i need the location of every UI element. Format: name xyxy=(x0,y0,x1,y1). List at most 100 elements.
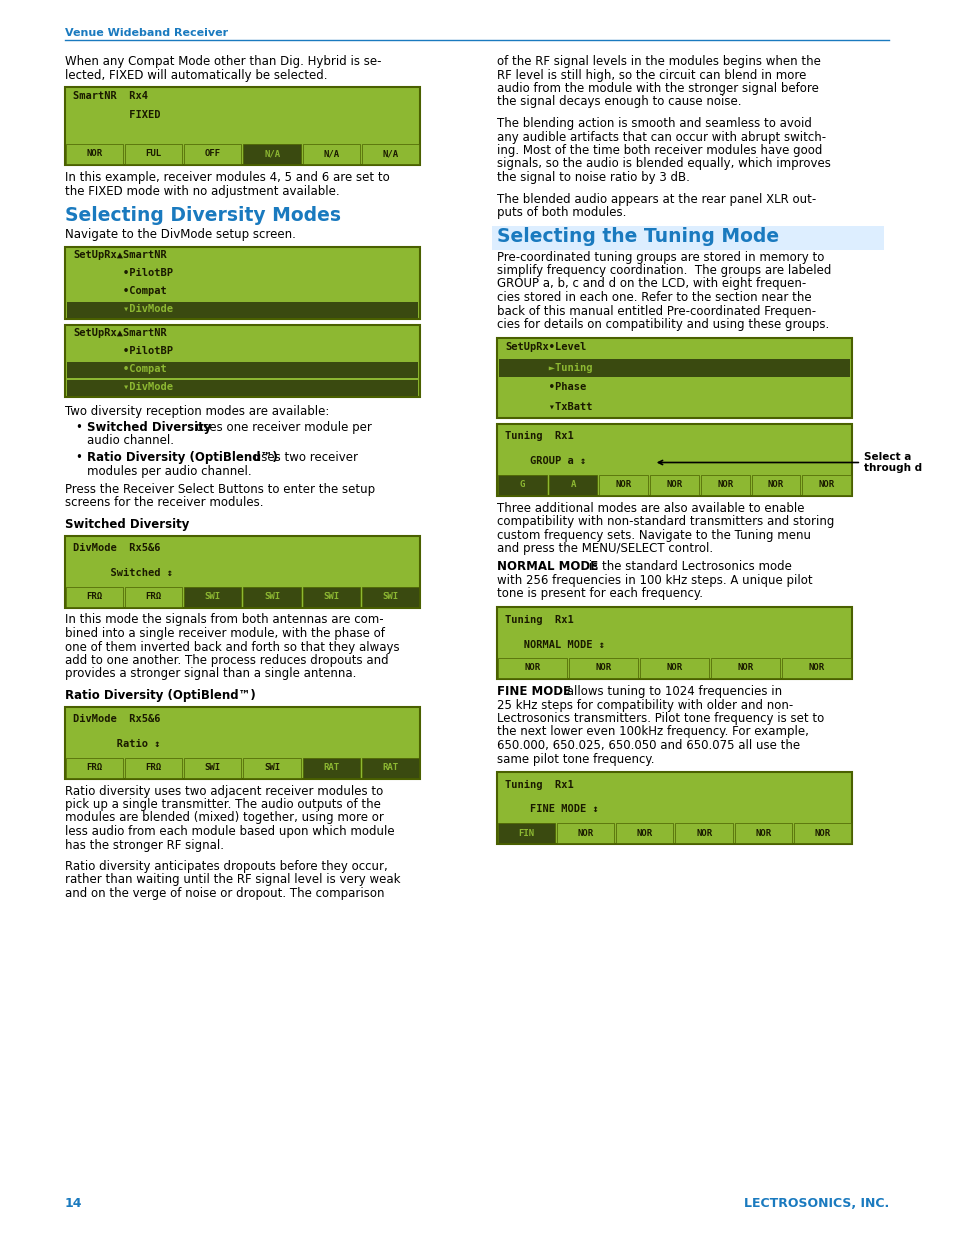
Text: The blended audio appears at the rear panel XLR out-: The blended audio appears at the rear pa… xyxy=(497,193,816,205)
Text: NORMAL MODE ↕: NORMAL MODE ↕ xyxy=(504,640,604,650)
Bar xyxy=(361,757,418,778)
Text: DivMode  Rx5&6: DivMode Rx5&6 xyxy=(73,714,160,724)
Text: and press the MENU/SELECT control.: and press the MENU/SELECT control. xyxy=(497,542,713,555)
Text: provides a stronger signal than a single antenna.: provides a stronger signal than a single… xyxy=(65,667,356,680)
Text: tone is present for each frequency.: tone is present for each frequency. xyxy=(497,588,702,600)
Text: SWI: SWI xyxy=(264,592,280,601)
Text: less audio from each module based upon which module: less audio from each module based upon w… xyxy=(65,825,395,839)
Text: simplify frequency coordination.  The groups are labeled: simplify frequency coordination. The gro… xyxy=(497,264,830,277)
Text: NOR: NOR xyxy=(637,829,652,837)
Text: cies for details on compatibility and using these groups.: cies for details on compatibility and us… xyxy=(497,317,828,331)
Text: •: • xyxy=(75,421,82,433)
Text: SmartNR  Rx4: SmartNR Rx4 xyxy=(73,91,148,101)
Text: 650.000, 650.025, 650.050 and 650.075 all use the: 650.000, 650.025, 650.050 and 650.075 al… xyxy=(497,739,800,752)
Text: NOR: NOR xyxy=(818,480,834,489)
Bar xyxy=(498,358,849,377)
Bar xyxy=(66,587,123,606)
Text: In this mode the signals from both antennas are com-: In this mode the signals from both anten… xyxy=(65,614,383,626)
Text: custom frequency sets. Navigate to the Tuning menu: custom frequency sets. Navigate to the T… xyxy=(497,529,810,541)
Text: RF level is still high, so the circuit can blend in more: RF level is still high, so the circuit c… xyxy=(497,68,805,82)
Text: SetUpRx•Level: SetUpRx•Level xyxy=(504,342,586,352)
Text: FRΩ: FRΩ xyxy=(146,763,162,772)
Text: N/A: N/A xyxy=(264,149,280,158)
Text: Ratio Diversity (OptiBlend™): Ratio Diversity (OptiBlend™) xyxy=(65,689,255,701)
Text: •Phase: •Phase xyxy=(504,383,586,393)
Text: FRΩ: FRΩ xyxy=(87,592,103,601)
Bar xyxy=(66,144,123,164)
Text: NOR: NOR xyxy=(807,663,823,673)
Text: When any Compat Mode other than Dig. Hybrid is se-: When any Compat Mode other than Dig. Hyb… xyxy=(65,56,381,68)
Text: uses two receiver: uses two receiver xyxy=(250,451,357,464)
Text: the FIXED mode with no adjustment available.: the FIXED mode with no adjustment availa… xyxy=(65,184,339,198)
Text: screens for the receiver modules.: screens for the receiver modules. xyxy=(65,496,263,510)
Text: Selecting Diversity Modes: Selecting Diversity Modes xyxy=(65,206,340,225)
Bar xyxy=(184,757,241,778)
Bar xyxy=(675,823,732,844)
Bar xyxy=(497,424,851,495)
Text: Venue Wideband Receiver: Venue Wideband Receiver xyxy=(65,28,228,38)
Text: SWI: SWI xyxy=(205,763,221,772)
Text: FRΩ: FRΩ xyxy=(146,592,162,601)
Bar xyxy=(497,658,566,678)
Text: ▾TxBatt: ▾TxBatt xyxy=(504,403,592,412)
Bar xyxy=(751,474,800,494)
Text: A: A xyxy=(570,480,576,489)
Text: audio from the module with the stronger signal before: audio from the module with the stronger … xyxy=(497,82,818,95)
Text: NOR: NOR xyxy=(737,663,753,673)
Bar xyxy=(793,823,850,844)
Text: one of them inverted back and forth so that they always: one of them inverted back and forth so t… xyxy=(65,641,399,653)
Text: Tuning  Rx1: Tuning Rx1 xyxy=(504,431,573,441)
Text: add to one another. The process reduces dropouts and: add to one another. The process reduces … xyxy=(65,655,388,667)
Text: FINE MODE ↕: FINE MODE ↕ xyxy=(504,804,598,815)
Text: NOR: NOR xyxy=(767,480,783,489)
Bar xyxy=(125,144,182,164)
Bar xyxy=(616,823,673,844)
Text: 25 kHz steps for compatibility with older and non-: 25 kHz steps for compatibility with olde… xyxy=(497,699,792,711)
Bar xyxy=(801,474,850,494)
Bar xyxy=(548,474,597,494)
Bar xyxy=(557,823,614,844)
Text: NOR: NOR xyxy=(666,480,681,489)
Bar xyxy=(67,362,417,378)
Bar xyxy=(734,823,791,844)
Bar xyxy=(497,606,851,679)
Text: FIXED: FIXED xyxy=(73,110,160,120)
Text: •PilotBP: •PilotBP xyxy=(73,347,172,357)
Text: DivMode  Rx5&6: DivMode Rx5&6 xyxy=(73,543,160,553)
Bar xyxy=(243,757,300,778)
Bar xyxy=(243,144,300,164)
Bar xyxy=(65,325,419,396)
Bar xyxy=(361,144,418,164)
Bar xyxy=(302,144,359,164)
Text: Press the Receiver Select Buttons to enter the setup: Press the Receiver Select Buttons to ent… xyxy=(65,483,375,496)
Text: ►Tuning: ►Tuning xyxy=(504,363,592,373)
Bar xyxy=(184,587,241,606)
Text: Select a
through d: Select a through d xyxy=(658,452,922,473)
Text: NOR: NOR xyxy=(524,663,540,673)
Bar xyxy=(65,86,419,165)
Bar xyxy=(65,247,419,319)
Text: FUL: FUL xyxy=(146,149,162,158)
Text: Three additional modes are also available to enable: Three additional modes are also availabl… xyxy=(497,501,803,515)
Bar xyxy=(497,823,555,844)
Text: SWI: SWI xyxy=(382,592,398,601)
Text: NOR: NOR xyxy=(615,480,631,489)
Text: ing. Most of the time both receiver modules have good: ing. Most of the time both receiver modu… xyxy=(497,144,821,157)
Text: FRΩ: FRΩ xyxy=(87,763,103,772)
Text: Ratio diversity uses two adjacent receiver modules to: Ratio diversity uses two adjacent receiv… xyxy=(65,784,383,798)
Text: rather than waiting until the RF signal level is very weak: rather than waiting until the RF signal … xyxy=(65,873,400,887)
Bar xyxy=(639,658,708,678)
Text: puts of both modules.: puts of both modules. xyxy=(497,206,626,219)
Text: pick up a single transmitter. The audio outputs of the: pick up a single transmitter. The audio … xyxy=(65,798,380,811)
Bar xyxy=(781,658,850,678)
Text: signals, so the audio is blended equally, which improves: signals, so the audio is blended equally… xyxy=(497,158,830,170)
Text: NOR: NOR xyxy=(717,480,733,489)
Text: ▾DivMode: ▾DivMode xyxy=(73,305,172,315)
Text: GROUP a, b, c and d on the LCD, with eight frequen-: GROUP a, b, c and d on the LCD, with eig… xyxy=(497,278,805,290)
Text: NOR: NOR xyxy=(755,829,771,837)
Bar xyxy=(302,757,359,778)
Text: RAT: RAT xyxy=(382,763,398,772)
Text: the signal decays enough to cause noise.: the signal decays enough to cause noise. xyxy=(497,95,740,109)
Bar xyxy=(125,587,182,606)
Text: •Compat: •Compat xyxy=(73,287,167,296)
